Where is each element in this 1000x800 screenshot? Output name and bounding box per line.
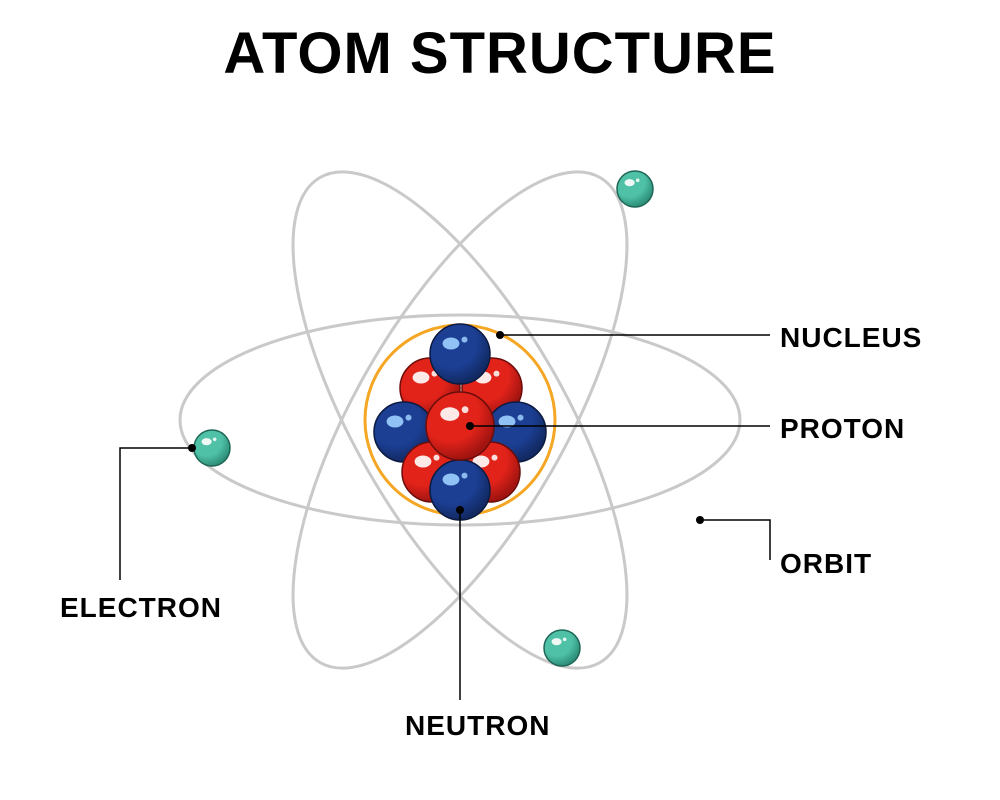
proton-particle-highlight-small	[492, 455, 498, 461]
proton-particle-highlight-small	[462, 406, 469, 413]
proton-particle-highlight	[440, 407, 459, 421]
label-neutron: NEUTRON	[405, 710, 550, 742]
label-electron: ELECTRON	[60, 592, 222, 624]
proton-particle-highlight	[413, 372, 430, 384]
neutron-particle-highlight-small	[518, 415, 524, 421]
electron-particle	[544, 630, 580, 666]
proton-particle-highlight-small	[494, 371, 500, 377]
atom-diagram	[0, 0, 1000, 800]
neutron-particle-highlight	[443, 338, 460, 350]
callout-line-orbit	[700, 520, 770, 560]
label-proton: PROTON	[780, 413, 905, 445]
callout-line-electron	[120, 448, 192, 580]
proton-particle-highlight	[415, 456, 432, 468]
neutron-particle-highlight-small	[462, 473, 468, 479]
electron-particle-highlight-small	[563, 638, 567, 642]
neutron-particle-highlight	[443, 474, 460, 486]
neutron-particle-highlight	[387, 416, 404, 428]
electron-particle-highlight-small	[636, 179, 640, 183]
electron-particle-highlight-small	[213, 438, 217, 442]
neutron-particle	[430, 324, 490, 384]
neutron-particle-highlight-small	[462, 337, 468, 343]
label-orbit: ORBIT	[780, 548, 872, 580]
proton-particle-highlight-small	[434, 455, 440, 461]
electron-particle-highlight	[552, 638, 562, 645]
label-nucleus: NUCLEUS	[780, 322, 922, 354]
electron-particle	[617, 171, 653, 207]
neutron-particle-highlight-small	[406, 415, 412, 421]
electron-particle-highlight	[625, 179, 635, 186]
electron-particle	[194, 430, 230, 466]
electron-particle-highlight	[202, 438, 212, 445]
nucleus-group	[374, 324, 546, 520]
